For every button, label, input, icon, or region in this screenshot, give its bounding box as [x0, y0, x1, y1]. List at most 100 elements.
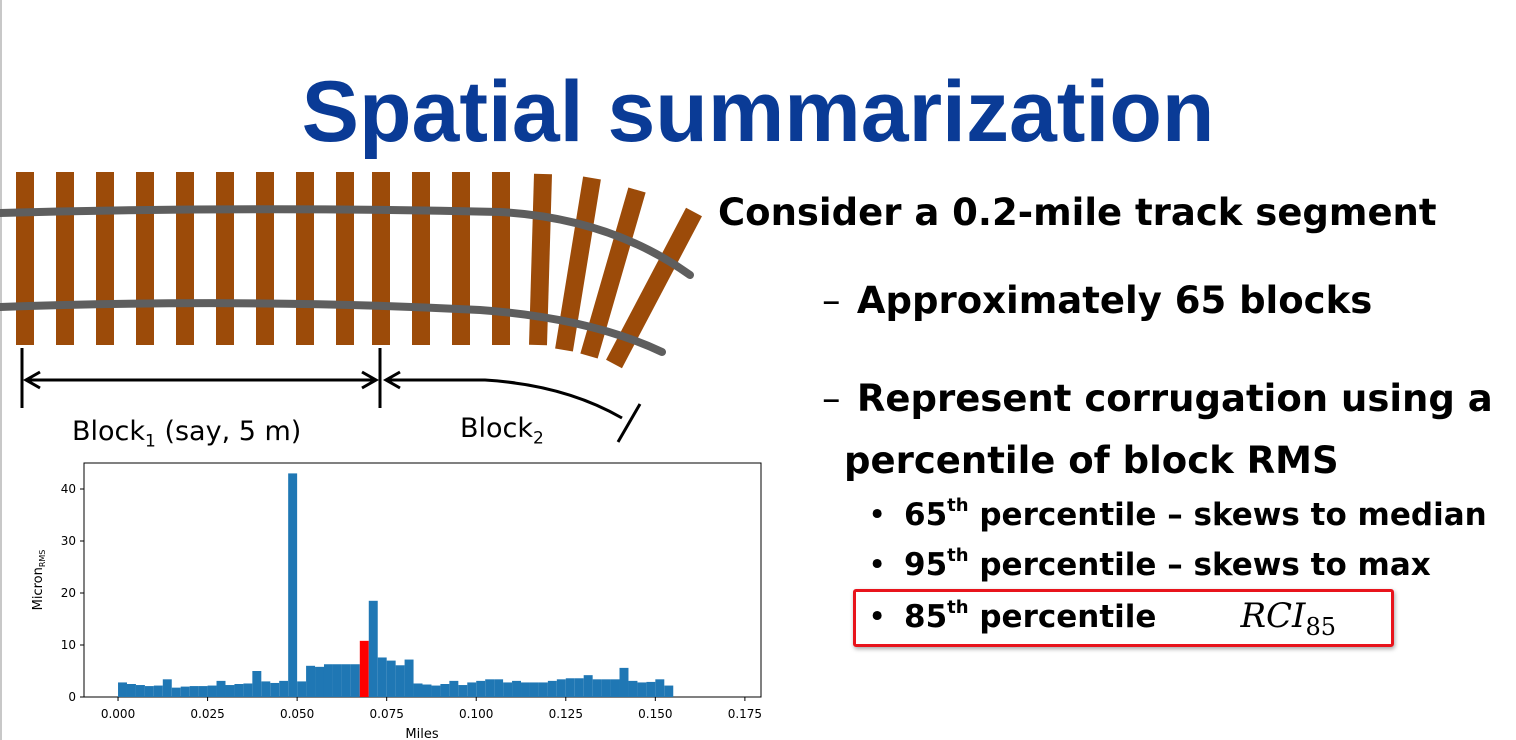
block1-arrow-left	[22, 370, 41, 390]
block2-arrow-left	[382, 370, 401, 390]
histogram-bar	[529, 682, 539, 697]
histogram-bar	[180, 686, 190, 697]
x-tick-label: 0.175	[728, 707, 762, 721]
tie	[296, 172, 314, 345]
histogram-bar	[350, 664, 360, 697]
histogram-bar	[135, 685, 145, 697]
tie	[452, 172, 470, 345]
tie	[176, 172, 194, 345]
tie	[372, 172, 390, 345]
histogram-bar	[619, 667, 629, 697]
tie	[216, 172, 234, 345]
block2-label: Block2	[460, 413, 544, 449]
slide-title: Spatial summarization	[301, 64, 1215, 160]
x-tick-label: 0.025	[190, 707, 224, 721]
tie	[492, 172, 510, 345]
histogram-bar	[601, 679, 611, 697]
histogram-bar	[565, 678, 575, 697]
histogram-bar	[458, 685, 468, 697]
y-tick-label: 30	[61, 534, 76, 548]
tie	[336, 172, 354, 345]
x-tick-label: 0.150	[638, 707, 672, 721]
histogram-bar	[118, 682, 127, 697]
dash-marker: –	[822, 279, 841, 322]
bullet-main: Consider a 0.2-mile track segment	[718, 191, 1437, 234]
block2-span-curve	[386, 378, 623, 420]
histogram-bar	[449, 680, 459, 697]
bullet-dot: •	[868, 599, 887, 635]
histogram-bar	[189, 686, 199, 697]
histogram-bar	[467, 682, 477, 697]
histogram-bar	[162, 679, 172, 697]
histogram-bar	[485, 679, 495, 697]
tie	[256, 172, 274, 345]
histogram-bar	[592, 679, 602, 697]
histogram-bar	[377, 657, 387, 697]
rail-bottom	[0, 299, 666, 356]
histogram-bar	[637, 682, 647, 697]
x-tick-label: 0.050	[280, 707, 314, 721]
highlight-box	[853, 589, 1394, 647]
histogram-bar	[234, 684, 244, 697]
highlight-bar	[359, 640, 369, 697]
bullet-dot: •	[868, 497, 887, 533]
histogram-bar	[243, 683, 253, 697]
histogram-bar	[225, 685, 235, 697]
histogram-bar	[664, 685, 674, 697]
block1-arrow-right	[361, 370, 380, 390]
x-tick-label: 0.100	[459, 707, 493, 721]
histogram-bar	[270, 682, 280, 697]
block-boundary-end	[616, 403, 642, 443]
histogram-bar	[655, 679, 665, 697]
x-tick-label: 0.125	[549, 707, 583, 721]
histogram-bar	[315, 666, 324, 697]
bullet-sub-blocks: – Approximately 65 blocks	[822, 279, 1373, 322]
histogram-bar	[413, 683, 423, 697]
x-tick-label: 0.075	[370, 707, 404, 721]
y-tick-label: 10	[61, 638, 76, 652]
histogram-bar	[198, 686, 208, 697]
histogram-bar	[512, 680, 522, 697]
histogram-bar	[368, 600, 378, 697]
histogram-bar	[279, 680, 289, 697]
histogram-bar	[386, 660, 396, 697]
histogram-bar	[538, 682, 548, 697]
histogram-bar	[341, 664, 351, 697]
histogram-bar	[503, 682, 513, 697]
tie	[96, 172, 114, 345]
track-diagram	[0, 172, 702, 443]
histogram-bar	[404, 659, 414, 697]
histogram-bar	[207, 685, 217, 697]
histogram-bar	[126, 684, 136, 697]
bullet-85th: • 85th percentile RCI85	[868, 596, 1337, 641]
histogram-bar	[422, 684, 432, 697]
histogram-bar	[494, 679, 504, 697]
y-tick-label: 20	[61, 586, 76, 600]
histogram-bar	[574, 678, 584, 697]
tie	[56, 172, 74, 345]
histogram-bar	[476, 680, 486, 697]
block1-label: Block1 (say, 5 m)	[72, 416, 302, 452]
y-tick-label: 40	[61, 482, 76, 496]
y-tick-label: 0	[68, 690, 76, 704]
histogram-bar	[610, 679, 620, 697]
histogram-bar	[332, 664, 342, 697]
histogram-bar	[431, 685, 441, 697]
bullet-sub-represent: – Represent corrugation using a percenti…	[822, 368, 1493, 492]
rci-formula: RCI85	[1240, 596, 1337, 641]
histogram-bar	[583, 675, 593, 697]
x-axis-label: Miles	[405, 727, 438, 740]
rms-histogram-chart: 0.000 0.025 0.050 0.075 0.100 0.125 0.150 0.175…	[31, 462, 762, 740]
slide-left-edge	[0, 0, 2, 740]
histogram-bar	[628, 680, 638, 697]
histogram-bar	[288, 473, 298, 697]
histogram-bar	[556, 679, 566, 697]
bullet-65th: • 65th percentile – skews to median	[868, 495, 1487, 534]
railroad-ties	[16, 172, 702, 369]
bullet-dot: •	[868, 547, 887, 583]
tie	[16, 172, 34, 345]
histogram-bar	[547, 680, 557, 697]
histogram-bar	[153, 685, 163, 697]
tie	[412, 172, 430, 345]
plot-area	[83, 462, 762, 698]
